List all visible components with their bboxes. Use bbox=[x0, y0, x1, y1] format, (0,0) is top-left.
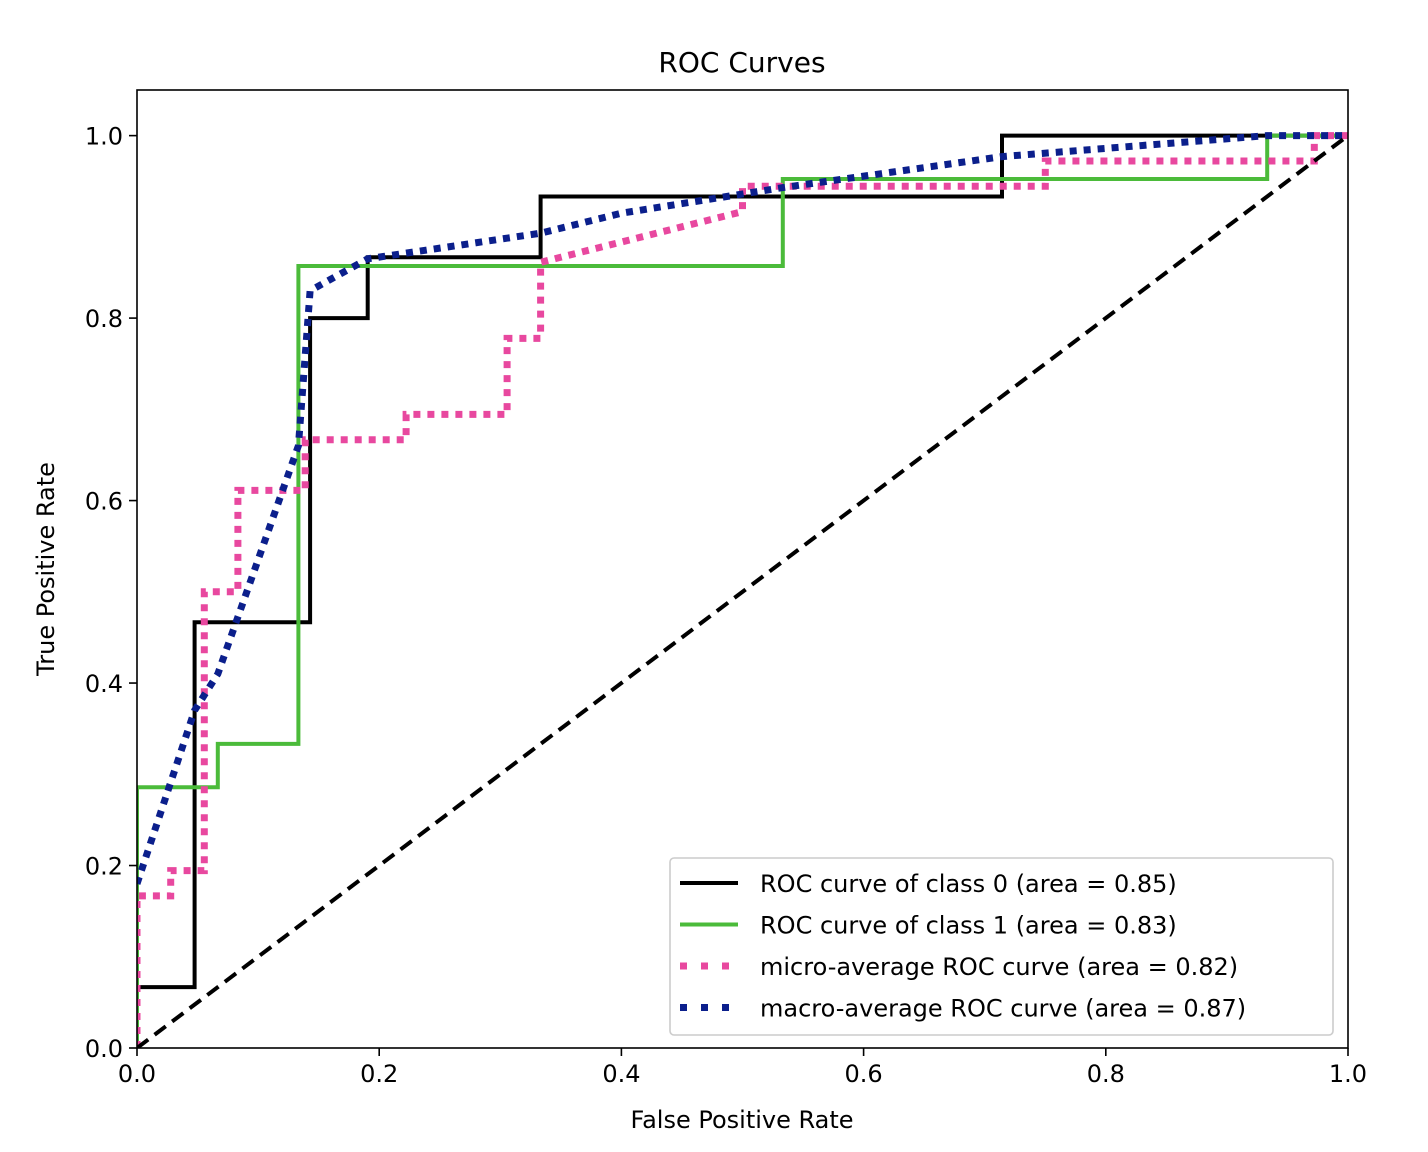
plot-area bbox=[137, 132, 1348, 1048]
legend-box bbox=[669, 857, 1334, 1036]
x-axis-label: False Positive Rate bbox=[630, 1106, 853, 1134]
x-tick-label: 1.0 bbox=[1329, 1060, 1367, 1088]
x-tick-label: 0.8 bbox=[1087, 1060, 1125, 1088]
legend-label-0: ROC curve of class 0 (area = 0.85) bbox=[760, 870, 1177, 898]
plot-frame bbox=[136, 89, 1349, 1049]
x-tick-label: 0.6 bbox=[845, 1060, 883, 1088]
y-tick-label: 0.4 bbox=[85, 670, 123, 698]
series-line-1 bbox=[137, 133, 1348, 1048]
y-tick-label: 1.0 bbox=[85, 123, 123, 151]
y-axis-label: True Positive Rate bbox=[32, 462, 60, 677]
legend-label-2: micro-average ROC curve (area = 0.82) bbox=[760, 953, 1238, 981]
y-tick-label: 0.6 bbox=[85, 488, 123, 516]
legend-label-1: ROC curve of class 1 (area = 0.83) bbox=[760, 912, 1177, 940]
x-tick-label: 0.0 bbox=[118, 1060, 156, 1088]
y-tick-label: 0.8 bbox=[85, 305, 123, 333]
y-tick-label: 0.2 bbox=[85, 853, 123, 881]
x-tick-label: 0.4 bbox=[602, 1060, 640, 1088]
x-tick-label: 0.2 bbox=[360, 1060, 398, 1088]
series-line-2 bbox=[137, 132, 1348, 1048]
legend: ROC curve of class 0 (area = 0.85) ROC cu… bbox=[669, 857, 1334, 1036]
series-line-0 bbox=[137, 133, 1348, 1048]
legend-label-3: macro-average ROC curve (area = 0.87) bbox=[760, 995, 1246, 1023]
series-line-3 bbox=[137, 132, 1348, 885]
axis-ticks: 0.0 0.2 0.4 0.6 0.8 1.0 0.0 0.2 0.4 0.6 0.8 1.0 bbox=[85, 123, 1367, 1088]
chance-diagonal-line bbox=[137, 134, 1348, 1048]
y-tick-label: 0.0 bbox=[85, 1035, 123, 1063]
chart-title: ROC Curves bbox=[658, 46, 825, 79]
